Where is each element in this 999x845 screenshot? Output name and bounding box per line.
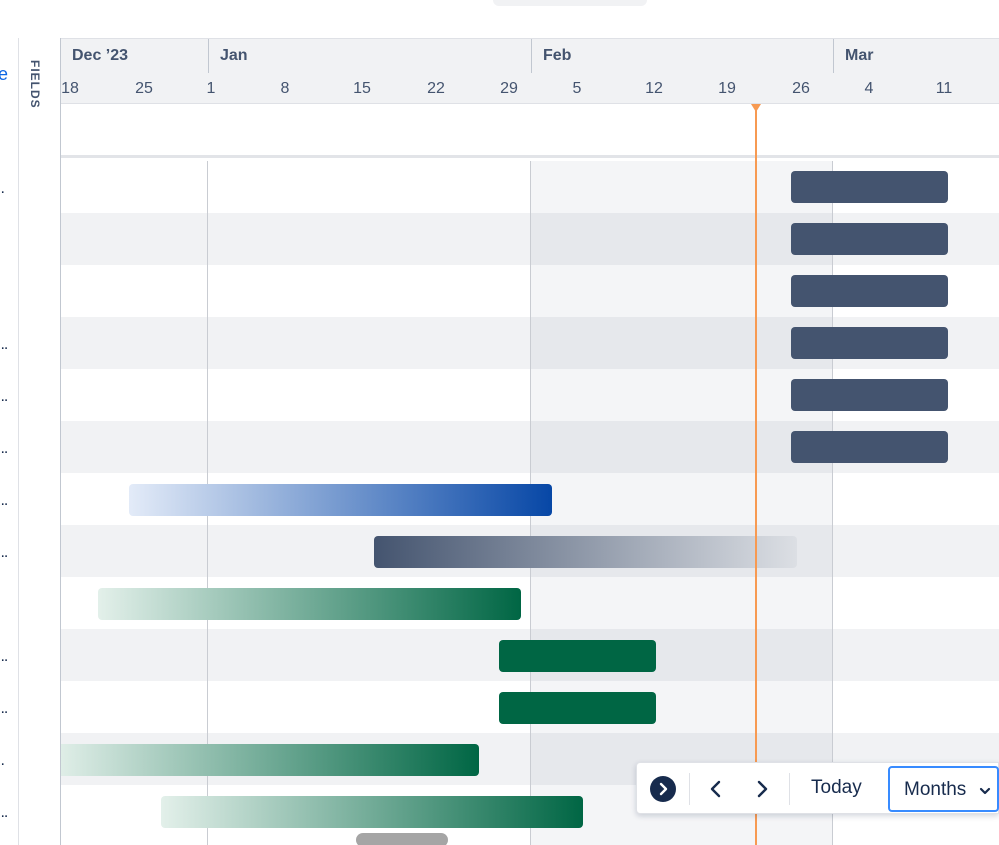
day-label: 18 bbox=[61, 80, 79, 97]
day-label: 25 bbox=[135, 80, 153, 97]
timeline-header: Dec ’23 Jan Feb Mar 18 25 1 8 15 22 29 5… bbox=[61, 38, 999, 104]
issue-bar[interactable] bbox=[791, 275, 948, 307]
day-label: 29 bbox=[500, 80, 518, 97]
row-summary-truncated[interactable]: ... bbox=[0, 388, 8, 405]
day-label: 15 bbox=[353, 80, 371, 97]
row-summary-truncated[interactable]: ... bbox=[0, 440, 8, 457]
today-marker-line bbox=[755, 104, 757, 845]
row-summary-truncated[interactable]: .. bbox=[0, 752, 5, 769]
timeline-grid: Dec ’23 Jan Feb Mar 18 25 1 8 15 22 29 5… bbox=[61, 38, 999, 845]
current-month-band bbox=[530, 161, 832, 845]
day-label: 19 bbox=[718, 80, 736, 97]
fields-column: FIELDS bbox=[19, 38, 61, 845]
row-summary-truncated[interactable]: ... bbox=[0, 804, 8, 821]
issue-bar[interactable] bbox=[98, 588, 521, 620]
controls-divider bbox=[789, 773, 790, 805]
row-summary-truncated[interactable]: ... bbox=[0, 544, 8, 561]
row-summary-truncated[interactable]: ... bbox=[0, 700, 8, 717]
day-label: 22 bbox=[427, 80, 445, 97]
issue-bar[interactable] bbox=[499, 692, 656, 724]
chevron-left-icon bbox=[710, 780, 721, 798]
fields-toggle[interactable]: FIELDS bbox=[28, 60, 42, 109]
chevron-right-circle-icon bbox=[659, 782, 668, 796]
issue-bar[interactable] bbox=[61, 744, 479, 776]
row-summary-truncated[interactable]: ... bbox=[0, 336, 8, 353]
today-marker-icon bbox=[751, 104, 761, 112]
timeline-controls: Today Months bbox=[636, 762, 999, 814]
expand-panel-button[interactable] bbox=[650, 776, 676, 802]
month-label: Dec ’23 bbox=[72, 47, 129, 64]
chevron-right-icon bbox=[757, 780, 768, 798]
row-summary-truncated[interactable]: ... bbox=[0, 648, 8, 665]
top-scrollbar-handle[interactable] bbox=[493, 0, 647, 6]
month-divider bbox=[208, 39, 209, 73]
previous-button[interactable] bbox=[704, 777, 728, 801]
controls-divider bbox=[689, 773, 690, 805]
timeline-summary-row bbox=[61, 104, 999, 158]
month-label: Mar bbox=[845, 47, 874, 64]
next-button[interactable] bbox=[750, 777, 774, 801]
day-label: 1 bbox=[206, 80, 216, 97]
today-button[interactable]: Today bbox=[811, 777, 862, 798]
row-summary-truncated[interactable]: ... bbox=[0, 492, 8, 509]
issue-bar[interactable] bbox=[791, 171, 948, 203]
month-label: Jan bbox=[220, 47, 248, 64]
day-label: 4 bbox=[864, 80, 874, 97]
view-mode-label: Months bbox=[904, 779, 967, 800]
issue-bar[interactable] bbox=[129, 484, 552, 516]
row-summary-truncated[interactable]: .. bbox=[0, 180, 5, 197]
month-divider bbox=[531, 39, 532, 73]
chevron-down-icon bbox=[979, 787, 991, 795]
month-label: Feb bbox=[543, 47, 572, 64]
issue-list-column: e .. ... ... ... ... ... ... ... .. ... bbox=[0, 38, 19, 845]
issue-bar[interactable] bbox=[791, 327, 948, 359]
cut-link-text[interactable]: e bbox=[0, 64, 9, 84]
day-label: 8 bbox=[280, 80, 290, 97]
timeline-body bbox=[61, 161, 999, 845]
horizontal-scrollbar-thumb[interactable] bbox=[356, 833, 448, 845]
issue-bar[interactable] bbox=[161, 796, 583, 828]
issue-bar[interactable] bbox=[791, 223, 948, 255]
month-divider bbox=[833, 39, 834, 73]
day-label: 5 bbox=[572, 80, 582, 97]
view-mode-select[interactable]: Months bbox=[888, 766, 999, 812]
day-label: 12 bbox=[645, 80, 663, 97]
issue-bar[interactable] bbox=[791, 379, 948, 411]
issue-bar[interactable] bbox=[499, 640, 656, 672]
issue-bar[interactable] bbox=[374, 536, 797, 568]
day-label: 11 bbox=[935, 80, 953, 97]
month-gridline bbox=[832, 161, 833, 845]
issue-bar[interactable] bbox=[791, 431, 948, 463]
day-label: 26 bbox=[792, 80, 810, 97]
